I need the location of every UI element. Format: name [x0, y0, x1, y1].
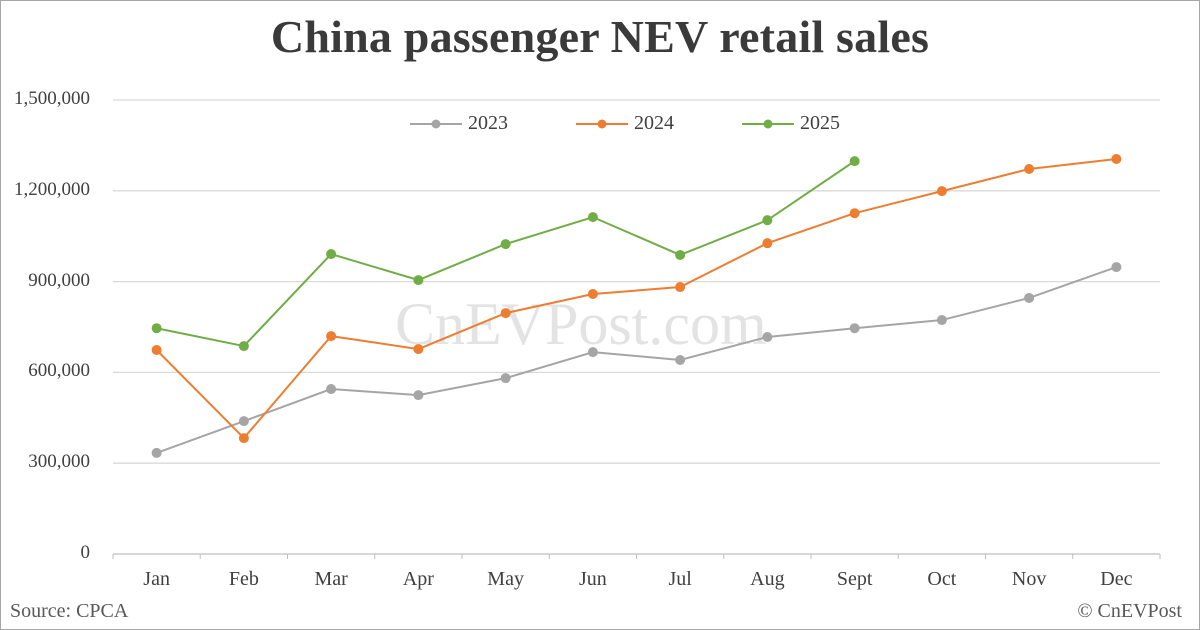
data-point-2025 — [675, 249, 686, 260]
legend-item-2024: 2024 — [576, 112, 674, 135]
data-point-2025 — [151, 323, 162, 334]
data-point-2025 — [413, 275, 424, 286]
legend-label: 2024 — [634, 112, 674, 134]
x-tick-label: Jun — [578, 568, 607, 590]
series-line-2025 — [156, 160, 856, 348]
data-point-2023 — [238, 416, 249, 427]
data-point-2024 — [675, 282, 686, 293]
data-point-2023 — [587, 347, 598, 358]
legend-label: 2023 — [468, 112, 508, 134]
legend-marker-2023-icon — [410, 119, 462, 128]
data-point-2024 — [936, 186, 947, 197]
data-point-2025 — [500, 239, 511, 250]
data-point-2024 — [849, 208, 860, 219]
x-tick-label: Dec — [1100, 568, 1133, 590]
x-tick-label: Apr — [402, 568, 434, 590]
legend-marker-2025-icon — [742, 119, 794, 128]
data-point-2023 — [1111, 262, 1122, 273]
legend-item-2023: 2023 — [410, 112, 508, 135]
data-point-2023 — [1024, 292, 1035, 303]
data-point-2023 — [849, 323, 860, 334]
y-tick-label: 900,000 — [28, 269, 90, 291]
data-point-2023 — [326, 384, 337, 395]
data-point-2024 — [500, 308, 511, 319]
legend-marker-2024-icon — [576, 119, 628, 128]
series-line-2023 — [156, 266, 1117, 454]
x-tick-label: Mar — [314, 568, 348, 590]
legend-item-2025: 2025 — [742, 112, 840, 135]
data-point-2025 — [762, 215, 773, 226]
chart-title: China passenger NEV retail sales — [270, 11, 930, 62]
data-point-2025 — [238, 341, 249, 352]
series-line-2024 — [155, 158, 1117, 440]
data-point-2023 — [151, 447, 162, 458]
data-point-2024 — [587, 289, 598, 300]
data-point-2024 — [1024, 164, 1035, 175]
y-tick-label: 0 — [80, 542, 91, 563]
data-point-2023 — [500, 373, 511, 384]
data-point-2024 — [762, 238, 773, 249]
data-point-2023 — [762, 331, 773, 342]
x-tick-label: Jan — [143, 568, 170, 590]
data-point-2025 — [326, 249, 337, 260]
data-point-2025 — [587, 212, 598, 223]
y-tick-label: 1,500,000 — [14, 88, 90, 109]
data-point-2025 — [849, 156, 860, 167]
y-tick-label: 1,200,000 — [14, 178, 90, 200]
x-tick-label: Feb — [228, 568, 259, 590]
data-point-2023 — [675, 354, 686, 365]
data-point-2023 — [413, 390, 424, 401]
legend-label: 2025 — [800, 112, 840, 134]
x-tick-label: Nov — [1011, 568, 1047, 590]
y-tick-label: 300,000 — [28, 451, 90, 473]
copyright-note: © CnEVPost — [1077, 600, 1182, 622]
data-point-2024 — [413, 344, 424, 355]
data-point-2023 — [936, 315, 947, 326]
x-tick-label: Jul — [668, 568, 692, 590]
x-tick-label: Aug — [750, 568, 785, 590]
data-point-2024 — [238, 433, 249, 444]
x-tick-label: Sept — [836, 568, 873, 590]
source-note: Source: CPCA — [10, 600, 129, 622]
y-tick-label: 600,000 — [28, 360, 90, 382]
x-tick-label: May — [487, 568, 524, 590]
legend: 2023 2024 2025 — [410, 112, 886, 135]
data-point-2024 — [151, 345, 162, 356]
x-tick-label: Oct — [927, 568, 957, 590]
data-point-2024 — [1111, 154, 1122, 165]
data-point-2024 — [326, 331, 337, 342]
